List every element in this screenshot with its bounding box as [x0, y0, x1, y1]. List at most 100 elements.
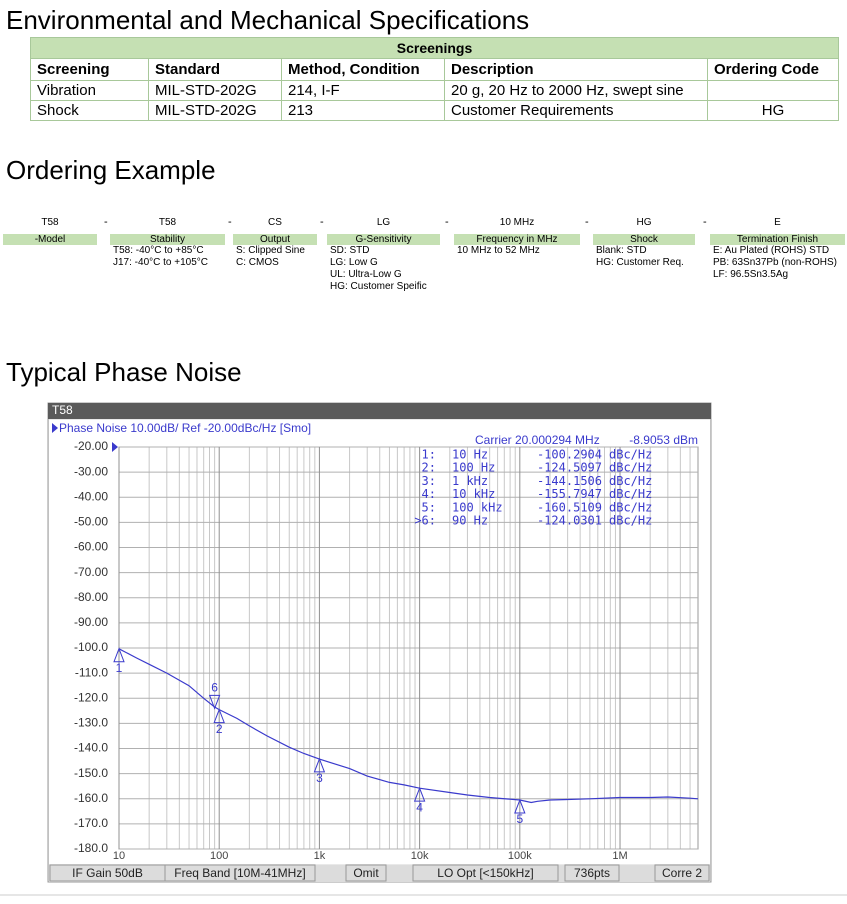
- x-tick-label: 10k: [411, 850, 429, 862]
- table-row: Shock MIL-STD-202G 213 Customer Requirement…: [30, 100, 839, 121]
- y-tick-label: -100.0: [74, 640, 108, 654]
- order-code: T58: [158, 217, 177, 228]
- y-tick-label: -160.0: [74, 791, 108, 805]
- marker-table-unit: dBc/Hz: [609, 487, 652, 501]
- x-tick-label: 100: [210, 850, 228, 862]
- status-text: Freq Band [10M-41MHz]: [174, 866, 305, 880]
- header-row: Screening Standard Method, Condition Descri…: [30, 58, 839, 81]
- table-cell: MIL-STD-202G: [148, 80, 282, 101]
- y-tick-label: -60.00: [74, 540, 108, 554]
- marker-table-unit: dBc/Hz: [609, 461, 652, 475]
- order-code: T58: [41, 217, 59, 228]
- order-option: LG: Low G: [330, 257, 378, 268]
- y-tick-label: -50.00: [74, 515, 108, 529]
- status-field: [412, 864, 559, 882]
- status-text: Corre 2: [662, 866, 702, 880]
- status-field: [564, 864, 620, 882]
- plot-area: [118, 446, 699, 850]
- marker-table-freq: 90 Hz: [452, 514, 488, 528]
- order-item: HG Shock Blank: STD HG: Customer Req.: [593, 214, 695, 269]
- order-separator: -: [445, 216, 449, 228]
- marker: [514, 798, 526, 814]
- table-cell: Vibration: [30, 80, 149, 101]
- trace: [118, 648, 699, 804]
- table-cell: MIL-STD-202G: [148, 100, 282, 121]
- table-caption: Screenings: [30, 37, 839, 59]
- order-option: T58: -40°C to +85°C: [113, 245, 204, 256]
- status-text: 736pts: [574, 866, 610, 880]
- order-option: Blank: STD: [596, 245, 647, 256]
- order-item: CS Output S: Clipped Sine C: CMOS: [233, 214, 317, 269]
- order-item: T58 Stability T58: -40°C to +85°C J17: -40°…: [110, 214, 225, 269]
- table-cell: 20 g, 20 Hz to 2000 Hz, swept sine: [444, 80, 708, 101]
- marker: [313, 757, 326, 773]
- marker-table-id: 5:: [422, 500, 436, 514]
- order-separator: -: [104, 216, 108, 228]
- marker-table-id: 4:: [422, 487, 436, 501]
- marker-table-value: -155.7947: [537, 487, 602, 501]
- marker-id: 5: [516, 812, 523, 826]
- status-text: Omit: [353, 866, 379, 880]
- marker-id: 4: [416, 800, 423, 814]
- instrument-frame: [47, 402, 712, 883]
- marker-table-value: -100.2904: [537, 448, 602, 462]
- table-cell: HG: [707, 100, 839, 121]
- active-indicator: [52, 423, 58, 433]
- table-cell: [707, 80, 839, 101]
- y-tick-label: -110.0: [75, 665, 108, 679]
- marker-table-id: 1:: [422, 448, 436, 462]
- marker-table-freq: 100 Hz: [452, 461, 495, 475]
- order-separator: -: [703, 216, 707, 228]
- status-bar: [49, 865, 710, 882]
- screenings-table: Screenings Screening Standard Method, Cond…: [30, 37, 839, 121]
- marker-table-unit: dBc/Hz: [609, 448, 652, 462]
- y-tick-label: -130.0: [74, 716, 108, 730]
- order-option: SD: STD: [330, 245, 370, 256]
- order-option: HG: Customer Req.: [596, 257, 684, 268]
- marker-table-freq: 10 Hz: [452, 448, 488, 462]
- marker-table-value: -144.1506: [537, 474, 602, 488]
- header-cell: Description: [444, 58, 708, 81]
- y-tick-label: -30.00: [74, 464, 108, 478]
- table-cell: Customer Requirements: [444, 100, 708, 121]
- status-text: IF Gain 50dB: [72, 866, 143, 880]
- marker-table-value: -124.5097: [537, 461, 602, 475]
- y-tick-label: -140.0: [74, 741, 108, 755]
- order-option: PB: 63Sn37Pb (non-ROHS): [713, 257, 837, 268]
- marker-table-unit: dBc/Hz: [609, 474, 652, 488]
- order-item: E Termination Finish E: Au Plated (ROHS) S…: [710, 214, 845, 281]
- x-tick-label: 1M: [612, 850, 627, 862]
- order-option: C: CMOS: [236, 257, 279, 268]
- table-body: Vibration MIL-STD-202G 214, I-F 20 g, 20 Hz…: [30, 80, 839, 121]
- header-cell: Standard: [148, 58, 282, 81]
- order-option: S: Clipped Sine: [236, 245, 305, 256]
- y-tick-label: -20.00: [74, 439, 108, 453]
- window-title: T58: [52, 403, 73, 417]
- x-tick-label: 100k: [508, 850, 532, 862]
- order-separator: -: [585, 216, 589, 228]
- marker-table-freq: 10 kHz: [452, 487, 495, 501]
- table-row: Vibration MIL-STD-202G 214, I-F 20 g, 20 Hz…: [30, 80, 839, 101]
- table-cell: 213: [281, 100, 445, 121]
- order-item: T58 -Model: [3, 214, 97, 245]
- section-title: Typical Phase Noise: [6, 357, 242, 387]
- order-option: E: Au Plated (ROHS) STD: [713, 245, 830, 256]
- order-label: -Model: [3, 234, 97, 245]
- status-field: [345, 864, 387, 882]
- y-tick-label: -120.0: [74, 690, 108, 704]
- header-cell: Method, Condition: [281, 58, 445, 81]
- screen: [49, 420, 710, 864]
- order-option: UL: Ultra-Low G: [330, 269, 402, 280]
- marker-table-freq: 1 kHz: [452, 474, 488, 488]
- y-tick-label: -170.0: [74, 816, 108, 830]
- y-tick-label: -90.00: [74, 615, 108, 629]
- order-item: 10 MHz Frequency in MHz 10 MHz to 52 MHz: [454, 214, 580, 257]
- order-label: Output: [233, 234, 317, 245]
- ordering-example: T58 -Model T58 Stability T58: -40°C to +85°C…: [0, 214, 847, 304]
- y-tick-label: -180.0: [74, 841, 108, 855]
- order-label: Shock: [593, 234, 695, 245]
- x-tick-label: 10: [113, 850, 125, 862]
- carrier-power: -8.9053 dBm: [629, 433, 698, 447]
